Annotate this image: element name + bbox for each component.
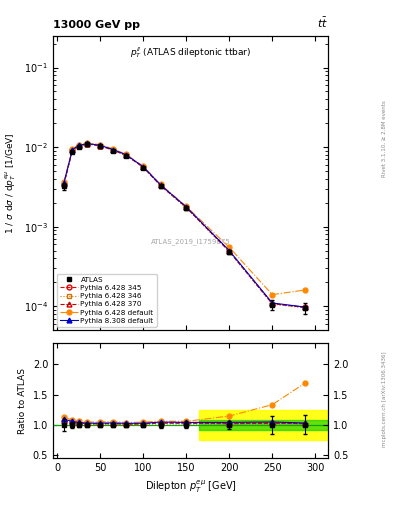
Y-axis label: Ratio to ATLAS: Ratio to ATLAS	[18, 368, 27, 434]
Y-axis label: 1 / $\sigma$ d$\sigma$ / d$p_T^{e\mu}$ [1/GeV]: 1 / $\sigma$ d$\sigma$ / d$p_T^{e\mu}$ […	[4, 132, 18, 234]
Bar	[199, 410, 328, 440]
Text: 13000 GeV pp: 13000 GeV pp	[53, 19, 140, 30]
X-axis label: Dilepton $p_T^{e\mu}$ [GeV]: Dilepton $p_T^{e\mu}$ [GeV]	[145, 479, 237, 495]
Text: ATLAS_2019_I1759875: ATLAS_2019_I1759875	[151, 239, 230, 245]
Text: $p_T^{ll}$ (ATLAS dileptonic ttbar): $p_T^{ll}$ (ATLAS dileptonic ttbar)	[130, 45, 251, 59]
Text: Rivet 3.1.10, ≥ 2.8M events: Rivet 3.1.10, ≥ 2.8M events	[382, 100, 387, 177]
Bar	[199, 420, 328, 430]
Text: $t\bar{t}$: $t\bar{t}$	[317, 15, 328, 30]
Legend: ATLAS, Pythia 6.428 345, Pythia 6.428 346, Pythia 6.428 370, Pythia 6.428 defaul: ATLAS, Pythia 6.428 345, Pythia 6.428 34…	[57, 274, 156, 327]
Text: mcplots.cern.ch [arXiv:1306.3436]: mcplots.cern.ch [arXiv:1306.3436]	[382, 352, 387, 447]
